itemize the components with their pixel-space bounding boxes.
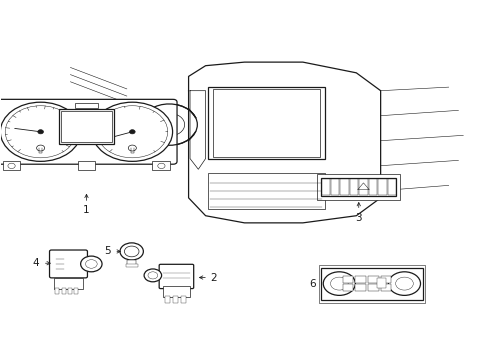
Bar <box>321 178 396 197</box>
Bar <box>367 276 378 283</box>
Bar <box>376 278 386 288</box>
Bar <box>173 296 178 303</box>
Circle shape <box>81 256 102 272</box>
Bar <box>368 179 376 195</box>
Circle shape <box>5 106 76 158</box>
Bar <box>181 296 185 303</box>
Bar <box>55 288 59 294</box>
Bar <box>163 287 189 297</box>
Bar <box>330 179 339 195</box>
Bar <box>165 296 170 303</box>
Bar <box>68 288 72 294</box>
FancyBboxPatch shape <box>49 250 87 278</box>
Text: 2: 2 <box>210 273 217 283</box>
Circle shape <box>158 163 165 168</box>
Bar <box>78 161 95 170</box>
Circle shape <box>97 106 167 158</box>
Bar <box>355 276 366 283</box>
Text: 6: 6 <box>309 279 316 289</box>
Bar <box>74 288 78 294</box>
Bar <box>127 260 136 265</box>
Circle shape <box>38 130 43 134</box>
Circle shape <box>120 243 143 260</box>
FancyBboxPatch shape <box>0 99 177 164</box>
Bar <box>61 288 65 294</box>
Bar <box>340 179 348 195</box>
Bar <box>380 276 390 283</box>
Bar <box>380 284 390 291</box>
Bar <box>2 161 20 170</box>
Bar <box>61 111 111 142</box>
Circle shape <box>141 104 197 145</box>
Text: 4: 4 <box>32 258 39 268</box>
Bar <box>212 89 319 157</box>
Bar <box>320 267 422 300</box>
Text: 1: 1 <box>83 205 90 215</box>
Circle shape <box>129 130 135 134</box>
Bar <box>152 161 170 170</box>
FancyBboxPatch shape <box>159 264 193 289</box>
Bar <box>125 264 137 267</box>
FancyBboxPatch shape <box>59 109 114 144</box>
Circle shape <box>153 113 184 136</box>
Bar <box>367 284 378 291</box>
Circle shape <box>128 145 136 151</box>
Bar <box>318 265 424 302</box>
Text: 3: 3 <box>355 212 361 222</box>
Circle shape <box>92 102 172 161</box>
Bar <box>377 179 386 195</box>
Bar <box>54 278 83 289</box>
Circle shape <box>144 269 161 282</box>
Bar <box>207 173 324 208</box>
Circle shape <box>330 277 347 290</box>
Circle shape <box>124 246 139 257</box>
Circle shape <box>85 260 97 268</box>
Bar <box>75 103 98 108</box>
Bar <box>386 179 395 195</box>
Text: 5: 5 <box>104 247 110 256</box>
Bar <box>349 179 358 195</box>
Circle shape <box>148 272 158 279</box>
Bar <box>317 174 400 200</box>
Circle shape <box>387 272 420 296</box>
Circle shape <box>395 277 412 290</box>
Bar <box>355 284 366 291</box>
Bar <box>359 179 367 195</box>
Circle shape <box>8 163 15 168</box>
Circle shape <box>323 272 355 296</box>
Circle shape <box>37 145 44 151</box>
Bar <box>342 284 353 291</box>
Bar <box>342 276 353 283</box>
Circle shape <box>0 102 81 161</box>
Bar <box>321 179 329 195</box>
Bar <box>207 87 324 158</box>
